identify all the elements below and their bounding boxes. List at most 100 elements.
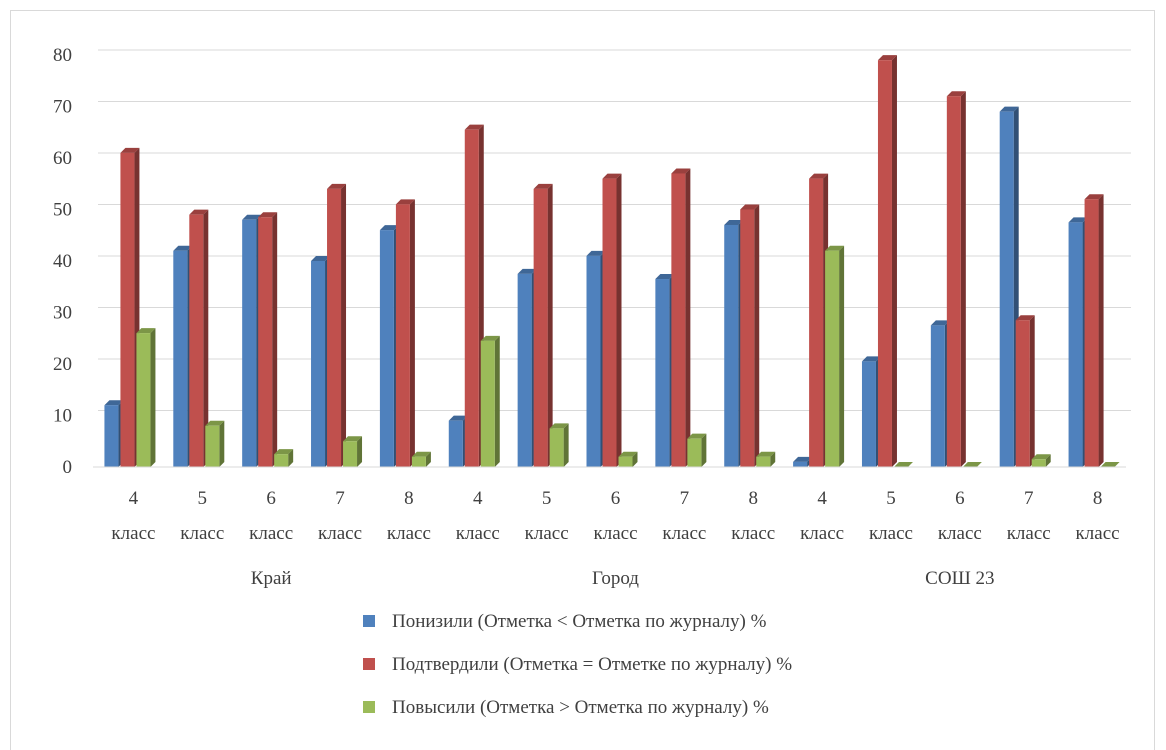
bar-top: [1068, 217, 1088, 223]
x-tick-label: 8: [748, 488, 758, 509]
bar-front: [618, 456, 633, 467]
y-tick-label: 40: [53, 251, 72, 272]
bar: [1084, 194, 1104, 467]
bar: [120, 147, 140, 467]
bar-side: [341, 183, 347, 467]
bar: [1100, 462, 1120, 467]
x-tick-label: класс: [1076, 523, 1120, 544]
bar-side: [150, 328, 156, 467]
x-tick-label: класс: [731, 523, 775, 544]
bar-front: [480, 340, 495, 467]
bar-top: [586, 250, 606, 256]
bar-side: [494, 335, 500, 467]
bar-front: [1068, 222, 1083, 467]
bar: [671, 168, 691, 467]
bar-side: [701, 433, 707, 467]
bar-side: [272, 212, 278, 467]
bar-front: [586, 255, 601, 467]
bars: [104, 55, 1120, 468]
bar-front: [809, 178, 824, 467]
legend-item: Повысили (Отметка > Отметка по журналу) …: [363, 697, 769, 718]
group-labels: Край Город СОШ 23: [251, 568, 995, 589]
bar-top: [327, 183, 347, 189]
bar-front: [242, 219, 257, 467]
bar: [480, 335, 500, 467]
x-tick-label: 4: [129, 488, 139, 509]
legend-item: Понизили (Отметка < Отметка по журналу) …: [363, 611, 767, 632]
bar: [136, 328, 156, 467]
bar-front: [825, 250, 840, 467]
bar-top: [756, 451, 776, 457]
bar-top: [104, 400, 124, 406]
x-tick-label: класс: [387, 523, 431, 544]
group-label: Город: [592, 568, 639, 589]
bar: [1015, 315, 1035, 467]
bar-front: [136, 333, 151, 467]
bar-top: [602, 173, 622, 179]
bar: [258, 212, 278, 467]
bar-top: [136, 328, 156, 334]
legend: Понизили (Отметка < Отметка по журналу) …: [363, 611, 792, 718]
x-tick-label: 4: [817, 488, 827, 509]
bar: [395, 199, 415, 467]
bar: [893, 462, 913, 467]
bar-top: [793, 456, 813, 462]
legend-label: Подтвердили (Отметка = Отметке по журнал…: [392, 654, 792, 675]
bar-top: [946, 91, 966, 97]
bar-front: [517, 273, 532, 467]
bar: [274, 449, 294, 467]
bar-front: [104, 405, 119, 467]
bar-side: [425, 451, 431, 467]
bar-top: [1031, 454, 1051, 460]
x-tick-label: класс: [525, 523, 569, 544]
bar-front: [602, 178, 617, 467]
x-tick-label: класс: [593, 523, 637, 544]
bar-top: [379, 225, 399, 231]
bar-front: [173, 250, 188, 467]
bar: [756, 451, 776, 467]
bar: [962, 462, 982, 467]
x-tick-label: 7: [1024, 488, 1034, 509]
bar-front: [930, 325, 945, 467]
x-tick-label: класс: [938, 523, 982, 544]
bar-front: [877, 60, 892, 468]
bar-top: [120, 147, 140, 153]
bar-top: [1100, 462, 1120, 467]
bar-side: [616, 173, 622, 467]
bar-front: [533, 188, 548, 467]
bar: [343, 436, 363, 467]
y-tick-label: 0: [63, 457, 73, 478]
x-tick-label: 6: [955, 488, 965, 509]
x-tick-label: класс: [111, 523, 155, 544]
bar-front: [448, 420, 463, 467]
bar-top: [480, 335, 500, 341]
bar-front: [379, 230, 394, 467]
bar-front: [327, 188, 342, 467]
bar-top: [533, 183, 553, 189]
bar-side: [754, 204, 760, 467]
y-tick-label: 30: [53, 303, 72, 324]
legend-label: Повысили (Отметка > Отметка по журналу) …: [392, 697, 769, 718]
bar-front: [549, 428, 564, 467]
x-tick-label: 7: [680, 488, 690, 509]
bar-side: [632, 451, 638, 467]
bar-front: [999, 111, 1014, 468]
bar-front: [1015, 320, 1030, 467]
x-tick-label: класс: [800, 523, 844, 544]
bar: [205, 420, 225, 467]
x-tick-label: 8: [1093, 488, 1103, 509]
legend-item: Подтвердили (Отметка = Отметке по журнал…: [363, 654, 792, 675]
bar-front: [258, 217, 273, 467]
bar-side: [839, 245, 845, 467]
bar-front: [671, 173, 686, 467]
bar-top: [274, 449, 294, 455]
bar-top: [809, 173, 829, 179]
x-tick-label: 5: [198, 488, 208, 509]
x-tick-label: 5: [542, 488, 552, 509]
bar-top: [189, 209, 209, 215]
bar-front: [756, 456, 771, 467]
bar-front: [311, 261, 326, 467]
bar-top: [411, 451, 431, 457]
x-tick-label: 4: [473, 488, 483, 509]
y-tick-label: 10: [53, 406, 72, 427]
